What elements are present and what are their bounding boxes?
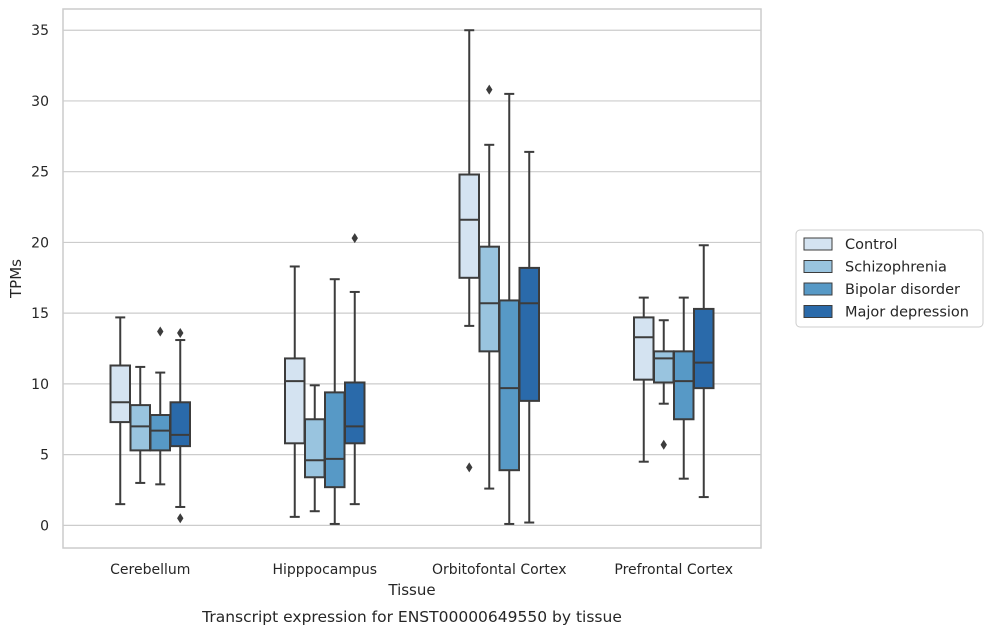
x-axis-title: Tissue xyxy=(387,581,435,599)
box xyxy=(478,245,500,353)
x-tick-label: Prefrontal Cortex xyxy=(614,562,733,578)
series-bipolar-disorder xyxy=(149,92,695,525)
y-tick-label: 10 xyxy=(31,377,49,393)
plot-area xyxy=(109,29,715,525)
box-group xyxy=(284,265,306,518)
outlier-point xyxy=(351,233,358,244)
legend-label: Control xyxy=(845,237,897,253)
box-group xyxy=(498,92,520,525)
outlier-point xyxy=(466,462,473,473)
box-group xyxy=(149,326,171,486)
box xyxy=(129,404,151,452)
legend-swatch xyxy=(803,282,833,296)
box xyxy=(324,391,346,489)
box-group xyxy=(693,244,715,499)
box-group xyxy=(673,296,695,480)
x-tick-label: Cerebellum xyxy=(110,562,190,578)
legend-swatch xyxy=(803,237,833,251)
y-tick-label: 15 xyxy=(31,306,49,322)
box-group xyxy=(169,327,191,524)
legend-label: Bipolar disorder xyxy=(845,282,960,298)
box xyxy=(149,414,171,452)
outlier-point xyxy=(157,326,164,337)
box xyxy=(673,350,695,421)
y-tick-label: 20 xyxy=(31,235,49,251)
outlier-point xyxy=(486,84,493,95)
box xyxy=(458,173,480,279)
box xyxy=(344,381,366,445)
box xyxy=(284,357,306,445)
legend-swatch xyxy=(803,305,833,318)
chart-caption: Transcript expression for ENST0000064955… xyxy=(201,608,622,626)
outlier-point xyxy=(177,327,184,338)
series-control xyxy=(109,29,655,518)
box-group xyxy=(633,296,655,463)
box xyxy=(693,307,715,390)
box-group xyxy=(109,316,131,506)
box-group xyxy=(324,278,346,525)
x-axis-ticks: Cerebellum Hipppocampus Orbitofontal Corte… xyxy=(110,562,733,578)
legend-swatch xyxy=(803,260,833,273)
box xyxy=(109,364,131,424)
box-group xyxy=(518,150,540,524)
box xyxy=(304,418,326,479)
box xyxy=(653,350,675,384)
legend-frame xyxy=(795,229,984,328)
x-tick-label: Orbitofontal Cortex xyxy=(432,562,567,578)
series-major-depression xyxy=(169,150,715,524)
outlier-point xyxy=(660,439,667,450)
legend: Control Schizophrenia Bipolar disorder Majo… xyxy=(795,229,984,328)
box-group xyxy=(344,233,366,506)
box xyxy=(518,266,540,402)
y-axis-title: TPMs xyxy=(7,259,25,299)
box xyxy=(498,299,520,472)
box xyxy=(169,401,191,448)
box-group xyxy=(129,365,151,484)
legend-label: Major depression xyxy=(845,305,969,321)
y-tick-label: 0 xyxy=(40,518,49,534)
plot-frame xyxy=(62,8,762,549)
x-tick-label: Hipppocampus xyxy=(272,562,377,578)
y-tick-label: 30 xyxy=(31,94,49,110)
box-group xyxy=(653,319,675,450)
y-axis-ticks: 0 5 10 15 20 25 30 35 xyxy=(31,23,49,534)
y-tick-label: 25 xyxy=(31,165,49,181)
legend-label: Schizophrenia xyxy=(845,260,947,276)
box-group xyxy=(304,384,326,513)
box-group xyxy=(458,29,480,473)
outlier-point xyxy=(177,513,184,524)
y-tick-label: 35 xyxy=(31,23,49,39)
series-schizophrenia xyxy=(129,84,675,513)
y-tick-label: 5 xyxy=(40,448,49,464)
box-group xyxy=(478,84,500,490)
box xyxy=(633,316,655,381)
